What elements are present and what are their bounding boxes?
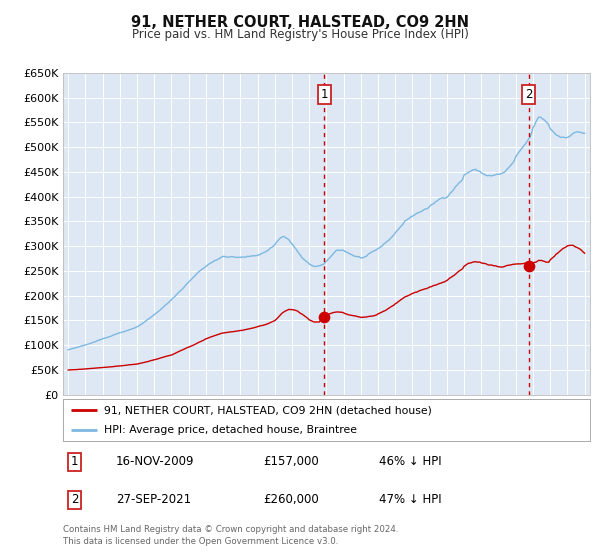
Text: £260,000: £260,000 [263,493,319,506]
Text: 47% ↓ HPI: 47% ↓ HPI [379,493,442,506]
Text: Price paid vs. HM Land Registry's House Price Index (HPI): Price paid vs. HM Land Registry's House … [131,28,469,41]
Text: HPI: Average price, detached house, Braintree: HPI: Average price, detached house, Brai… [104,425,357,435]
Text: 27-SEP-2021: 27-SEP-2021 [116,493,191,506]
Text: 91, NETHER COURT, HALSTEAD, CO9 2HN: 91, NETHER COURT, HALSTEAD, CO9 2HN [131,15,469,30]
Point [524,262,533,270]
Text: 1: 1 [320,87,328,101]
Text: 1: 1 [71,455,79,468]
Text: £157,000: £157,000 [263,455,319,468]
Text: 2: 2 [525,87,532,101]
Text: 16-NOV-2009: 16-NOV-2009 [116,455,194,468]
Text: Contains HM Land Registry data © Crown copyright and database right 2024.
This d: Contains HM Land Registry data © Crown c… [63,525,398,546]
Text: 91, NETHER COURT, HALSTEAD, CO9 2HN (detached house): 91, NETHER COURT, HALSTEAD, CO9 2HN (det… [104,405,432,416]
Text: 2: 2 [71,493,79,506]
Point [320,312,329,321]
Text: 46% ↓ HPI: 46% ↓ HPI [379,455,442,468]
